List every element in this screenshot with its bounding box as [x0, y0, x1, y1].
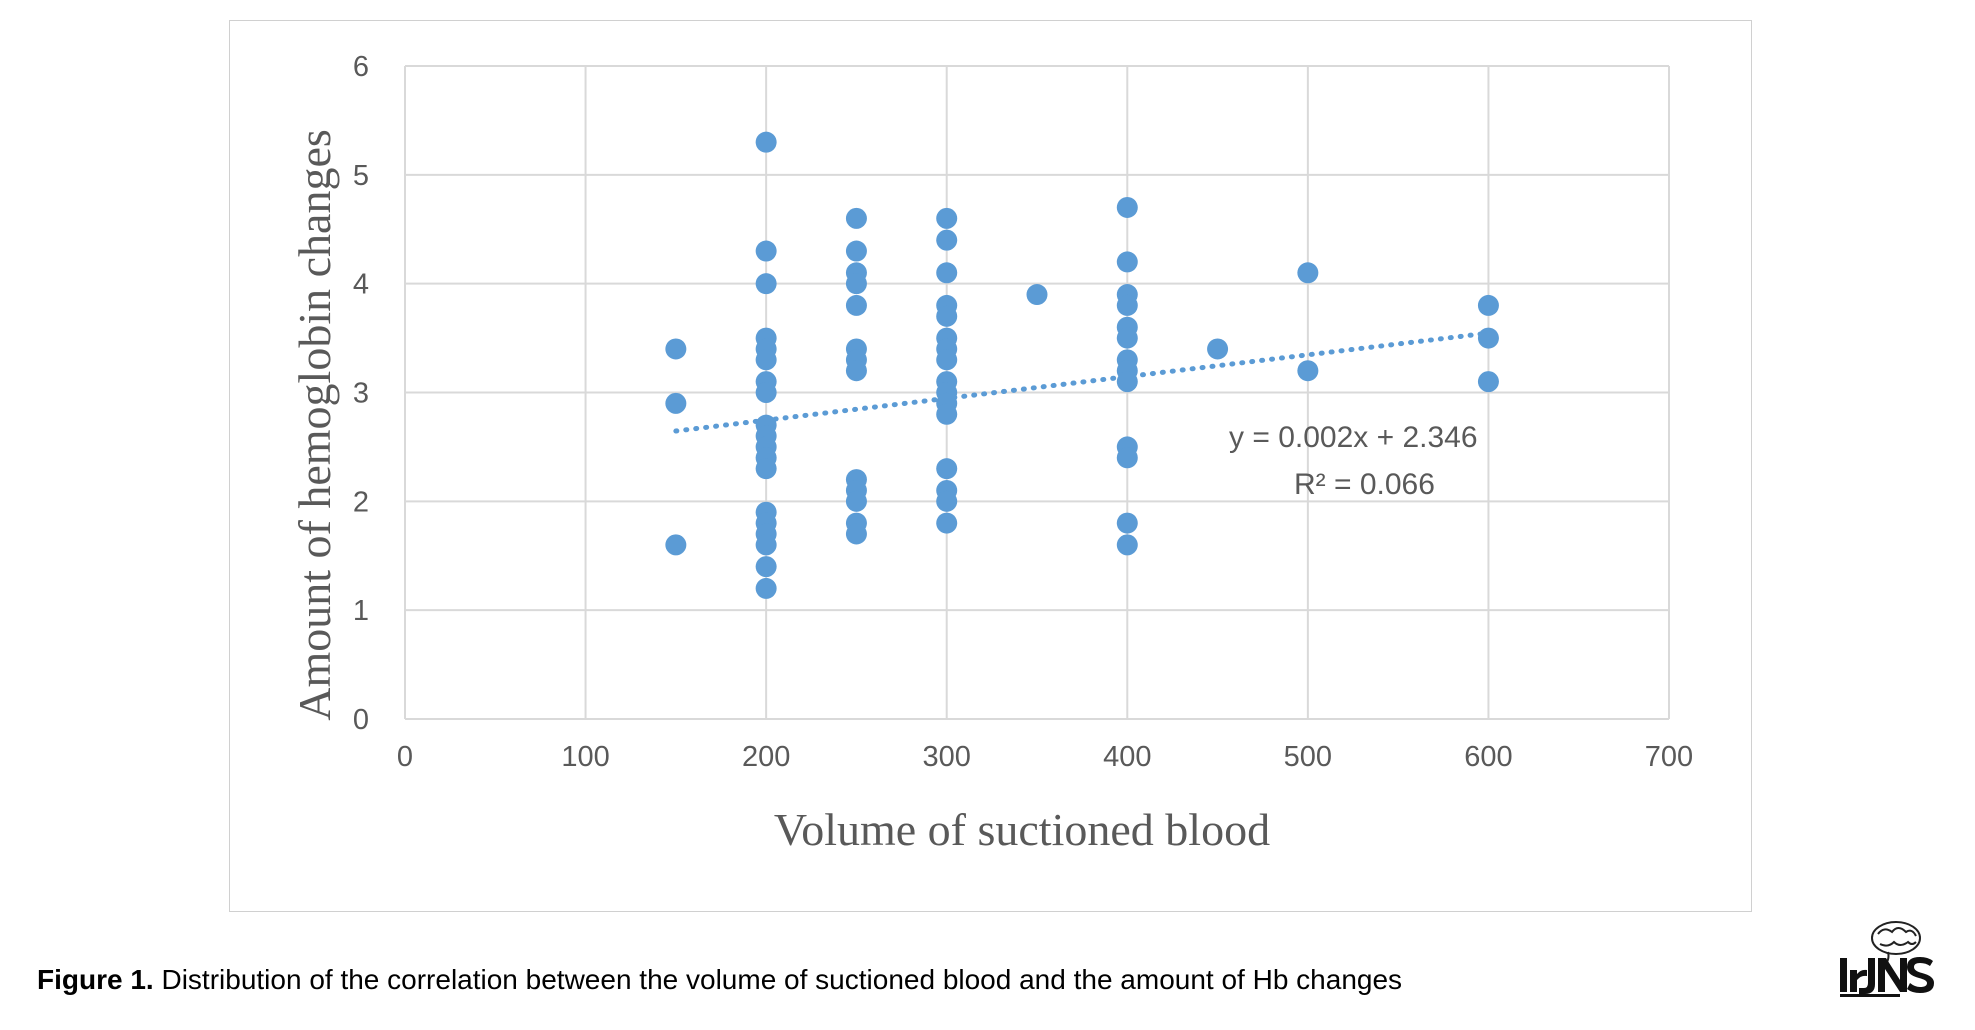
- data-point: [845, 360, 867, 382]
- scatter-chart: 0 100 200 300 400 500 600 700 0 1 2 3 4 5 6 Volume of…: [289, 51, 1693, 855]
- x-tick-label: 100: [561, 741, 609, 773]
- x-tick-label: 200: [742, 741, 790, 773]
- data-point: [1297, 262, 1319, 284]
- data-point: [936, 458, 958, 480]
- data-point: [755, 349, 777, 371]
- brain-icon: [1871, 921, 1921, 967]
- data-point: [755, 131, 777, 153]
- data-point: [665, 392, 687, 414]
- trendline-path: [673, 330, 1491, 434]
- y-tick-label: 2: [353, 486, 369, 518]
- data-point: [936, 349, 958, 371]
- data-point: [665, 338, 687, 360]
- figure-caption-label: Figure 1.: [37, 964, 154, 995]
- data-point: [1116, 196, 1138, 218]
- x-tick-label: 300: [923, 741, 971, 773]
- data-point: [1477, 327, 1499, 349]
- data-point: [936, 229, 958, 251]
- data-point: [1207, 338, 1229, 360]
- x-tick-label: 700: [1645, 741, 1693, 773]
- data-point: [755, 273, 777, 295]
- data-point: [845, 294, 867, 316]
- irjns-logo: [1840, 921, 1934, 997]
- y-tick-label: 1: [353, 595, 369, 627]
- data-point: [755, 577, 777, 599]
- data-point: [1477, 294, 1499, 316]
- data-point: [936, 305, 958, 327]
- r-squared-label: R² = 0.066: [1294, 468, 1435, 501]
- data-point: [755, 240, 777, 262]
- grid: [404, 65, 1670, 720]
- data-point: [845, 240, 867, 262]
- x-axis-ticks: 0 100 200 300 400 500 600 700: [397, 741, 1693, 773]
- data-point: [845, 490, 867, 512]
- data-point: [755, 556, 777, 578]
- x-axis-title: Volume of suctioned blood: [774, 804, 1270, 855]
- y-tick-label: 3: [353, 378, 369, 410]
- y-tick-label: 4: [353, 269, 369, 301]
- data-point: [845, 207, 867, 229]
- data-point: [1116, 512, 1138, 534]
- data-point: [1116, 371, 1138, 393]
- data-point: [1477, 371, 1499, 393]
- y-axis-ticks: 0 1 2 3 4 5 6: [353, 51, 369, 736]
- chart-frame: [229, 20, 1752, 912]
- logo-lettering: [1840, 957, 1934, 997]
- x-tick-label: 0: [397, 741, 413, 773]
- data-point: [755, 534, 777, 556]
- data-point: [1116, 447, 1138, 469]
- x-tick-label: 400: [1103, 741, 1151, 773]
- data-point: [1026, 284, 1048, 306]
- data-point: [1297, 360, 1319, 382]
- figure-caption-text: Distribution of the correlation between …: [153, 964, 1403, 995]
- trendline: [673, 330, 1491, 434]
- data-point: [1116, 294, 1138, 316]
- data-point: [845, 523, 867, 545]
- x-tick-label: 500: [1284, 741, 1332, 773]
- data-point: [1116, 327, 1138, 349]
- data-point: [936, 512, 958, 534]
- data-points: [665, 131, 1499, 599]
- x-tick-label: 600: [1464, 741, 1512, 773]
- data-point: [1116, 534, 1138, 556]
- data-point: [936, 262, 958, 284]
- data-point: [936, 490, 958, 512]
- figure-caption: Figure 1. Distribution of the correlatio…: [37, 964, 1402, 996]
- y-tick-label: 0: [353, 704, 369, 736]
- data-point: [755, 458, 777, 480]
- y-tick-label: 5: [353, 160, 369, 192]
- data-point: [665, 534, 687, 556]
- data-point: [755, 382, 777, 403]
- data-point: [936, 207, 958, 229]
- trendline-equation: y = 0.002x + 2.346: [1229, 421, 1478, 454]
- data-point: [1116, 251, 1138, 273]
- y-axis-title: Amount of hemoglobin changes: [289, 129, 340, 721]
- y-tick-label: 6: [353, 51, 369, 83]
- data-point: [936, 403, 958, 425]
- data-point: [845, 273, 867, 295]
